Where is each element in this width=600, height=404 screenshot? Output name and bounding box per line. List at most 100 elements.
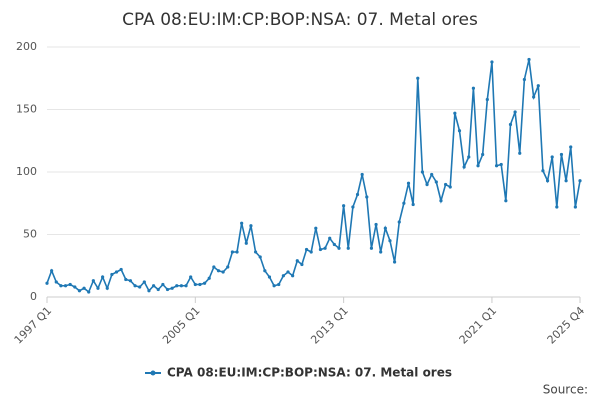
point [77, 289, 82, 293]
point [527, 57, 531, 62]
point [453, 111, 457, 115]
point [240, 221, 244, 225]
point [165, 287, 170, 292]
point [499, 162, 503, 167]
series-line [46, 59, 581, 294]
point [54, 280, 58, 284]
point [430, 172, 434, 177]
point [448, 185, 452, 189]
point [383, 226, 387, 230]
point [156, 287, 160, 292]
point [393, 260, 397, 264]
point [388, 239, 392, 243]
point [420, 170, 425, 174]
point [202, 281, 207, 285]
point [481, 152, 485, 157]
point [379, 250, 383, 254]
point [513, 110, 517, 114]
point [504, 199, 508, 203]
point [559, 152, 564, 157]
point [365, 195, 369, 199]
legend-marker [150, 370, 156, 376]
point [267, 275, 272, 279]
point [193, 282, 197, 287]
legend-label: CPA 08:EU:IM:CP:BOP:NSA: 07. Metal ores [167, 366, 452, 380]
point [272, 284, 276, 288]
point [119, 267, 123, 272]
point [522, 77, 526, 82]
point [142, 280, 146, 284]
point [318, 247, 323, 252]
point [578, 179, 582, 183]
point [508, 122, 513, 127]
point [179, 284, 184, 288]
point [457, 129, 462, 133]
point [198, 282, 202, 287]
point [342, 204, 346, 208]
point [374, 222, 378, 227]
point [351, 205, 355, 209]
point [328, 236, 332, 240]
point [161, 282, 165, 287]
point [485, 97, 489, 102]
x-tick-label: 1997 Q1 [12, 304, 55, 347]
point [258, 255, 262, 259]
point [263, 269, 267, 273]
y-tick-label: 200 [16, 40, 37, 53]
point [416, 76, 420, 80]
x-tick-label: 2013 Q1 [308, 304, 351, 347]
point [323, 246, 327, 250]
point [207, 276, 211, 280]
point [244, 241, 248, 245]
y-tick-label: 150 [16, 103, 37, 116]
y-tick-label: 50 [23, 228, 37, 241]
point [300, 262, 304, 267]
point [467, 155, 471, 159]
point [564, 179, 568, 183]
point [518, 151, 522, 155]
point [128, 279, 133, 283]
x-tick-label: 2025 Q4 [545, 304, 588, 347]
point [226, 265, 230, 269]
point [189, 275, 193, 279]
point [96, 286, 100, 290]
point [63, 284, 68, 288]
point [291, 274, 295, 278]
point [541, 169, 545, 173]
point [462, 165, 466, 169]
point [545, 179, 550, 183]
point [87, 290, 91, 294]
point [360, 172, 364, 177]
point [253, 250, 258, 254]
point [555, 205, 559, 209]
point [91, 279, 95, 283]
point [110, 272, 114, 277]
point [286, 270, 290, 274]
point [50, 269, 54, 273]
point [550, 155, 554, 159]
point [249, 224, 253, 228]
point [532, 95, 536, 99]
point [138, 285, 142, 289]
point [434, 180, 438, 184]
point [471, 86, 475, 90]
y-tick-label: 100 [16, 165, 37, 178]
point [411, 202, 415, 207]
point [309, 250, 313, 254]
point [402, 201, 406, 205]
point [476, 164, 480, 168]
point [105, 286, 109, 290]
point [439, 199, 443, 203]
x-tick-label: 2005 Q1 [160, 304, 203, 347]
point [124, 277, 128, 282]
point [73, 285, 77, 289]
source: Source: [543, 383, 588, 397]
point [355, 192, 360, 197]
point [443, 182, 448, 187]
point [536, 84, 540, 88]
point [68, 282, 72, 287]
point [114, 270, 119, 274]
point [304, 247, 309, 252]
point [184, 284, 188, 288]
